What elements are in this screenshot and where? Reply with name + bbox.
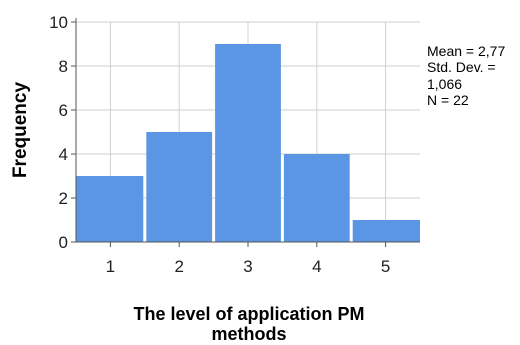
y-tick-label: 10 — [49, 13, 68, 32]
bar-1 — [76, 176, 144, 242]
stat-mean: Mean = 2,77 — [427, 43, 505, 59]
y-tick-labels: 0 2 4 6 8 10 — [49, 13, 68, 252]
x-tick-label: 1 — [106, 257, 115, 276]
x-axis-label-line-1: The level of application PM — [133, 304, 364, 324]
y-tick-label: 8 — [59, 57, 68, 76]
y-tick-label: 4 — [59, 145, 68, 164]
x-tick-labels: 1 2 3 4 5 — [106, 257, 391, 276]
x-tick-label: 3 — [243, 257, 252, 276]
x-tick-label: 2 — [174, 257, 183, 276]
x-tick-label: 4 — [312, 257, 321, 276]
y-tick-label: 2 — [59, 189, 68, 208]
bar-4 — [283, 154, 350, 242]
bar-2 — [146, 132, 213, 242]
y-tick-label: 6 — [59, 101, 68, 120]
bars — [76, 44, 420, 242]
grid-lines — [76, 21, 420, 242]
stat-n: N = 22 — [427, 92, 469, 108]
stat-std-dev-value: 1,066 — [427, 76, 462, 92]
stat-std-dev-label: Std. Dev. = — [427, 59, 496, 75]
x-axis-label-line-2: methods — [211, 324, 286, 344]
y-axis-label: Frequency — [10, 82, 31, 179]
bar-3 — [215, 44, 281, 242]
x-tick-label: 5 — [381, 257, 390, 276]
bar-5 — [352, 220, 420, 242]
y-tick-label: 0 — [59, 233, 68, 252]
axes — [71, 18, 420, 247]
